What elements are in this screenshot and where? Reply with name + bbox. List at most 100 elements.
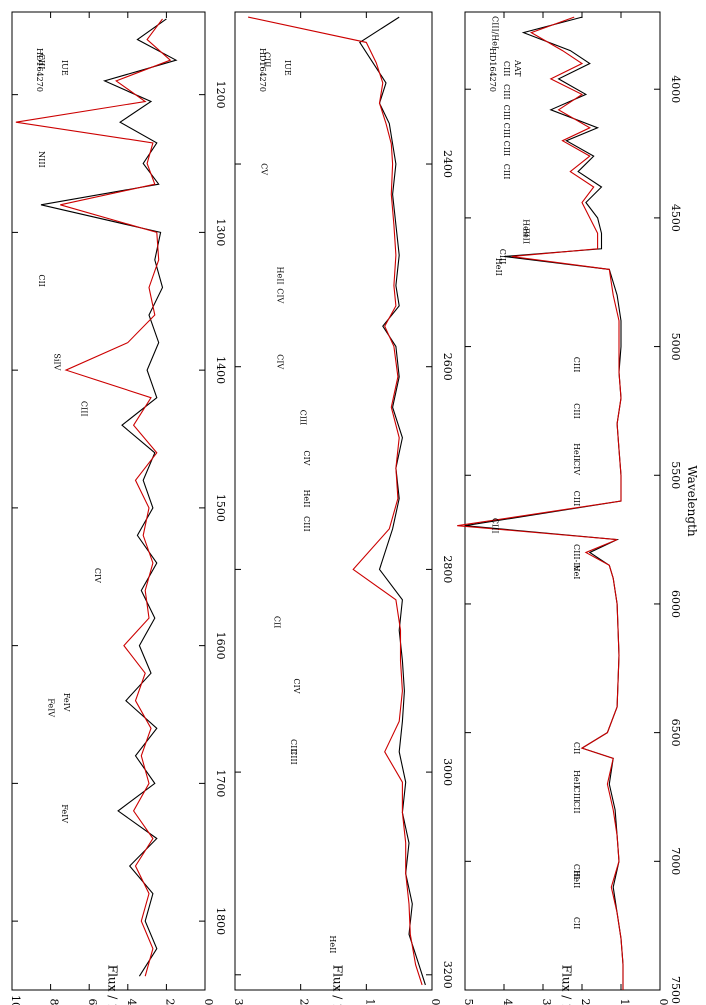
y-tick-label: 3 [232, 999, 245, 1005]
line-annotation: CIII [572, 491, 581, 507]
y-axis-label: Flux / 10-11 [560, 965, 575, 1005]
line-annotation: HeII [276, 266, 285, 284]
y-tick-label: 0 [202, 999, 215, 1005]
y-tick-label: 4 [501, 999, 514, 1005]
x-tick-label: 5500 [669, 461, 682, 489]
line-annotation: CIII [502, 84, 511, 100]
spectrum-line [457, 16, 624, 990]
line-annotation: CIII-IV [572, 544, 581, 571]
line-annotation: HeI [572, 565, 581, 580]
x-tick-label: 2800 [441, 555, 454, 583]
line-annotation: CII [572, 801, 581, 813]
line-annotation: CIV [302, 450, 311, 465]
line-annotation: FeIV [47, 698, 56, 717]
line-annotation: CIII [289, 739, 298, 755]
line-annotation: CIII [490, 518, 499, 534]
line-annotation: CIII [502, 123, 511, 139]
line-annotation: CIV [93, 568, 102, 583]
x-tick-label: 1500 [214, 494, 227, 522]
line-annotation: CII [272, 616, 281, 628]
x-tick-label: 1700 [214, 769, 227, 797]
line-annotation: CIII [572, 403, 581, 419]
x-tick-label: 7000 [669, 847, 682, 875]
y-tick-label: 3 [540, 999, 553, 1005]
line-annotation: CIII [299, 410, 308, 426]
x-tick-label: 6500 [669, 719, 682, 747]
line-annotation: HeII [572, 870, 581, 888]
line-annotation: CIV [572, 460, 581, 475]
star-label: HD164270 [488, 48, 497, 92]
spectrum-line [40, 18, 178, 977]
x-tick-label: 1800 [214, 907, 227, 935]
line-annotation: HeII [522, 219, 531, 237]
y-axis-label: Flux / 10-13 [331, 965, 346, 1005]
line-annotation: FeIV [62, 693, 71, 712]
line-annotation: CII [572, 917, 581, 929]
x-tick-label: 1300 [214, 218, 227, 246]
line-annotation: CIII [79, 401, 88, 417]
star-label: HD164270 [35, 48, 44, 92]
y-tick-label: 0 [429, 999, 442, 1005]
x-tick-label: 3200 [441, 961, 454, 989]
line-annotation: CIII/HeI [490, 16, 499, 49]
panel-middle: 2400 2600 2800 3000 3200 0 1 2 3 Flux / 10-13 HD16… [232, 11, 454, 1005]
line-annotation: CIII [37, 54, 46, 70]
y-tick-label: 5 [462, 999, 475, 1005]
x-tick-label: 2400 [441, 150, 454, 178]
y-tick-label: 1 [363, 999, 376, 1005]
line-annotation: CIII [302, 516, 311, 532]
line-annotation: HeII [572, 443, 581, 461]
line-annotation: CIII [263, 52, 272, 68]
x-tick-label: 2600 [441, 353, 454, 381]
line-annotation: CIII [572, 864, 581, 880]
line-annotation: CIII [572, 787, 581, 803]
instrument-label: IUE [60, 60, 69, 76]
x-tick-label: 6000 [669, 590, 682, 618]
x-axis-label: Wavelength [685, 465, 699, 536]
line-annotation: CIV [276, 288, 285, 303]
line-annotation: CII [572, 742, 581, 754]
y-tick-label: 6 [86, 999, 99, 1005]
line-annotation: CIII [502, 105, 511, 121]
y-tick-label: 4 [125, 999, 138, 1005]
line-annotation: HeII [494, 258, 503, 276]
y-tick-label: 2 [579, 999, 592, 1005]
star-label: HD164270 [258, 48, 267, 92]
line-annotation: CIV [276, 354, 285, 369]
spectrum-line [15, 18, 172, 977]
panel-top: 1200 1300 1400 1500 1600 1700 1800 0 2 4 6 8 10 Flux … [9, 11, 227, 1005]
line-annotation: CIII [502, 61, 511, 77]
line-annotation: HeII [302, 489, 311, 507]
spectrum-line [464, 16, 624, 990]
x-tick-label: 3000 [441, 758, 454, 786]
x-tick-label: 1400 [214, 356, 227, 384]
y-tick-label: 10 [9, 995, 22, 1005]
line-annotation: CV [259, 163, 268, 175]
line-annotation: FeIV [60, 804, 69, 823]
line-annotation: SiIV [52, 353, 61, 370]
line-annotation: HeII [572, 770, 581, 788]
line-annotation: CIII [502, 141, 511, 157]
plot-frame [464, 11, 661, 991]
x-tick-label: 4000 [669, 75, 682, 103]
y-axis-label: Flux / 10-13 [106, 965, 121, 1005]
y-tick-label: 0 [657, 999, 670, 1005]
x-tick-label: 4500 [669, 204, 682, 232]
instrument-label: IUE [283, 60, 292, 76]
x-tick-label: 1200 [214, 81, 227, 109]
plot-frame [234, 11, 433, 991]
x-tick-label: 5000 [669, 333, 682, 361]
line-annotation: HeII [328, 935, 337, 953]
x-tick-label: 7500 [669, 976, 682, 1004]
line-annotation: CIII [502, 164, 511, 180]
line-annotation: FeII [522, 228, 531, 244]
line-annotation: CIII [572, 357, 581, 373]
y-tick-label: 1 [618, 999, 631, 1005]
y-tick-label: 2 [163, 999, 176, 1005]
spectrum-line [247, 16, 423, 986]
line-annotation: NIII [37, 151, 46, 167]
instrument-label: AAT [513, 59, 522, 77]
y-tick-label: 8 [48, 999, 61, 1005]
line-annotation: CIII [498, 249, 507, 265]
